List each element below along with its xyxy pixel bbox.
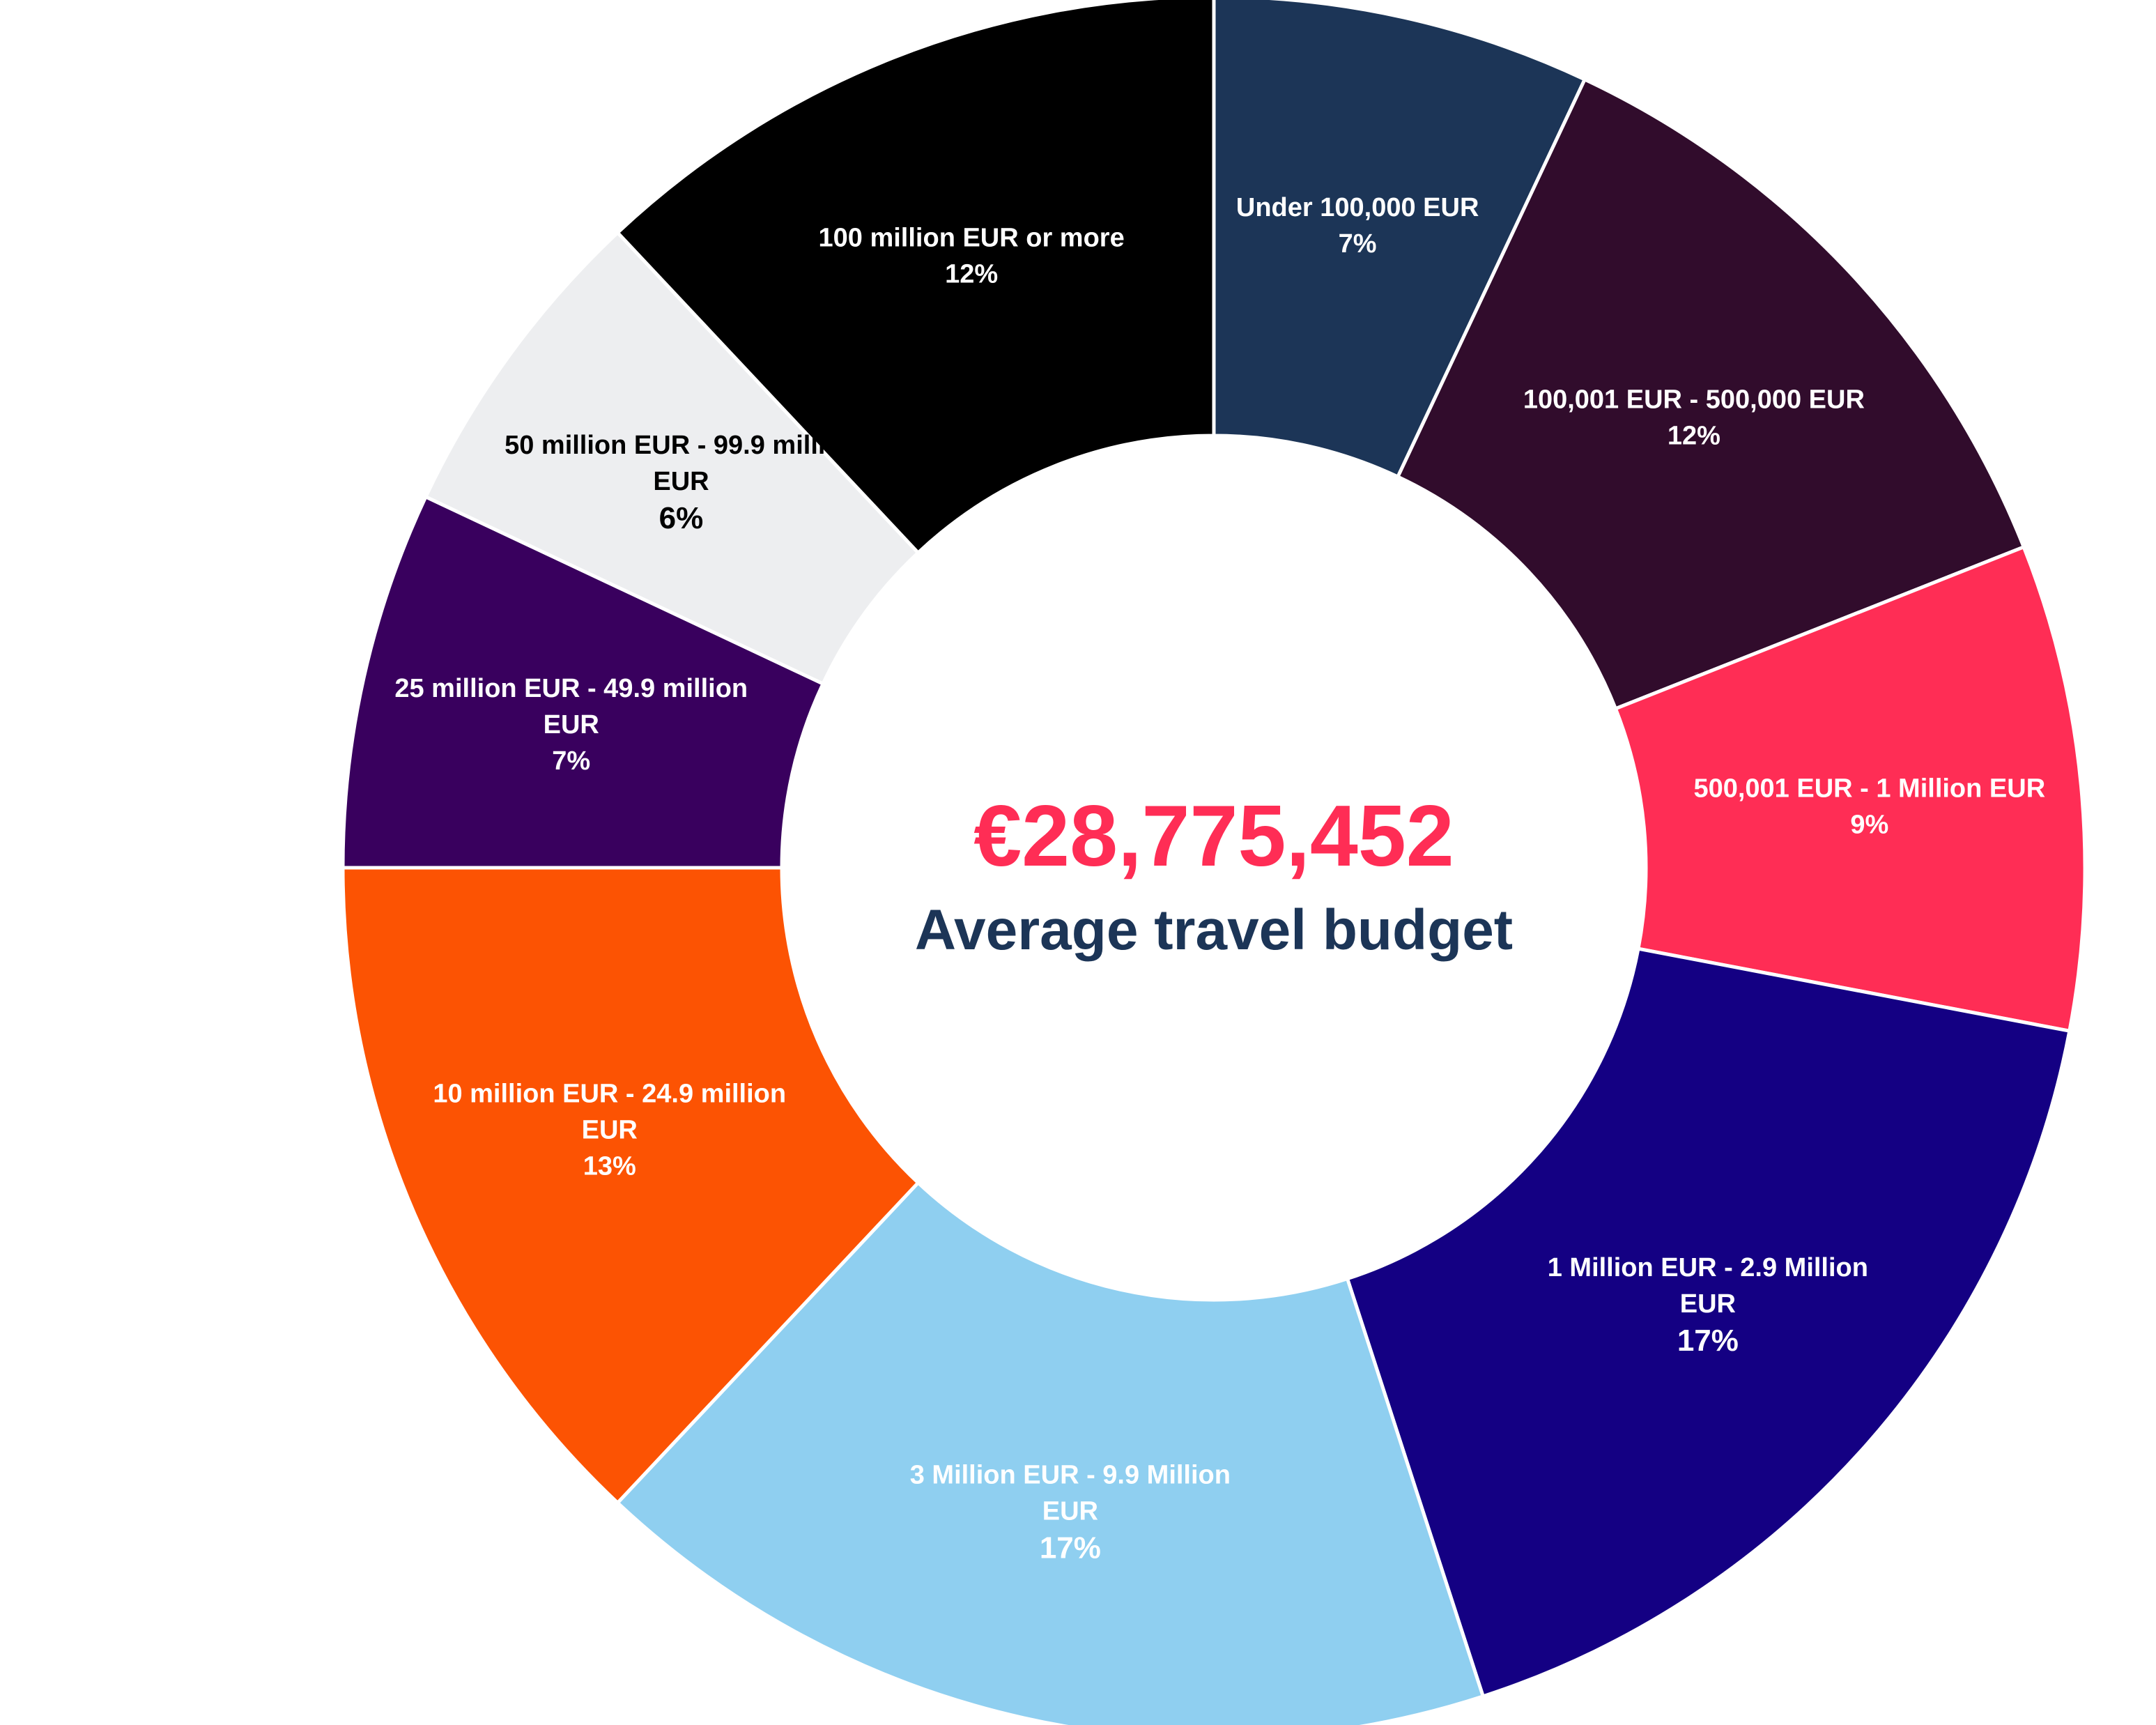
slices-layer: [341, 0, 2087, 1725]
slice-category-label: Under 100,000 EUR: [1236, 193, 1479, 222]
slice-label-7: 25 million EUR - 49.9 million EUR 7%: [394, 674, 748, 776]
donut-slice-3: [1613, 544, 2087, 1034]
slice-labels-layer: Under 100,000 EUR 7% 100,001 EUR - 500,000…: [394, 193, 2045, 1565]
average-budget-caption: Average travel budget: [915, 898, 1513, 962]
slice-label-9: 100 million EUR or more 12%: [819, 224, 1125, 289]
slice-category-label: 50 million EUR - 99.9 million: [505, 431, 858, 460]
slice-label-1: Under 100,000 EUR 7%: [1236, 193, 1479, 259]
slice-category-label: 10 million EUR - 24.9 million: [433, 1080, 786, 1109]
slice-category-label: EUR: [1042, 1497, 1098, 1526]
slice-category-label: EUR: [653, 467, 709, 496]
slice-percent-label: 17%: [1040, 1531, 1101, 1565]
donut-slice-4: [1345, 946, 2072, 1699]
slice-label-8: 50 million EUR - 99.9 million EUR 6%: [505, 431, 858, 535]
slice-percent-label: 7%: [552, 746, 590, 776]
slice-category-label: EUR: [544, 710, 599, 739]
slice-label-4: 1 Million EUR - 2.9 Million EUR 17%: [1548, 1253, 1868, 1358]
slice-category-label: 100,001 EUR - 500,000 EUR: [1523, 385, 1865, 414]
slice-category-label: 25 million EUR - 49.9 million: [394, 674, 748, 703]
donut-slice-2: [1395, 77, 2026, 712]
donut-slice-1: [1212, 0, 1587, 480]
slice-percent-label: 12%: [1668, 421, 1720, 450]
slice-percent-label: 7%: [1339, 229, 1377, 259]
slice-category-label: EUR: [1680, 1289, 1736, 1319]
donut-slice-9: [615, 0, 1216, 555]
donut-slice-5: [615, 1180, 1486, 1725]
slice-percent-label: 17%: [1677, 1324, 1739, 1358]
donut-slice-7: [341, 494, 826, 870]
average-budget-amount: €28,775,452: [973, 788, 1454, 884]
slice-category-label: 500,001 EUR - 1 Million EUR: [1693, 774, 2045, 803]
slice-category-label: 1 Million EUR - 2.9 Million: [1548, 1253, 1868, 1282]
slice-percent-label: 13%: [583, 1152, 636, 1181]
slice-percent-label: 12%: [945, 260, 998, 289]
slice-percent-label: 6%: [659, 501, 704, 535]
slice-label-5: 3 Million EUR - 9.9 Million EUR 17%: [910, 1461, 1231, 1565]
slice-category-label: EUR: [582, 1116, 638, 1145]
slice-percent-label: 9%: [1850, 810, 1888, 839]
slice-label-3: 500,001 EUR - 1 Million EUR 9%: [1693, 774, 2045, 839]
slice-label-6: 10 million EUR - 24.9 million EUR 13%: [433, 1080, 786, 1181]
slice-label-2: 100,001 EUR - 500,000 EUR 12%: [1523, 385, 1865, 450]
donut-slice-6: [341, 866, 921, 1505]
slice-category-label: 100 million EUR or more: [819, 224, 1125, 253]
slice-category-label: 3 Million EUR - 9.9 Million: [910, 1461, 1231, 1490]
center-summary: €28,775,452 Average travel budget: [915, 788, 1513, 962]
